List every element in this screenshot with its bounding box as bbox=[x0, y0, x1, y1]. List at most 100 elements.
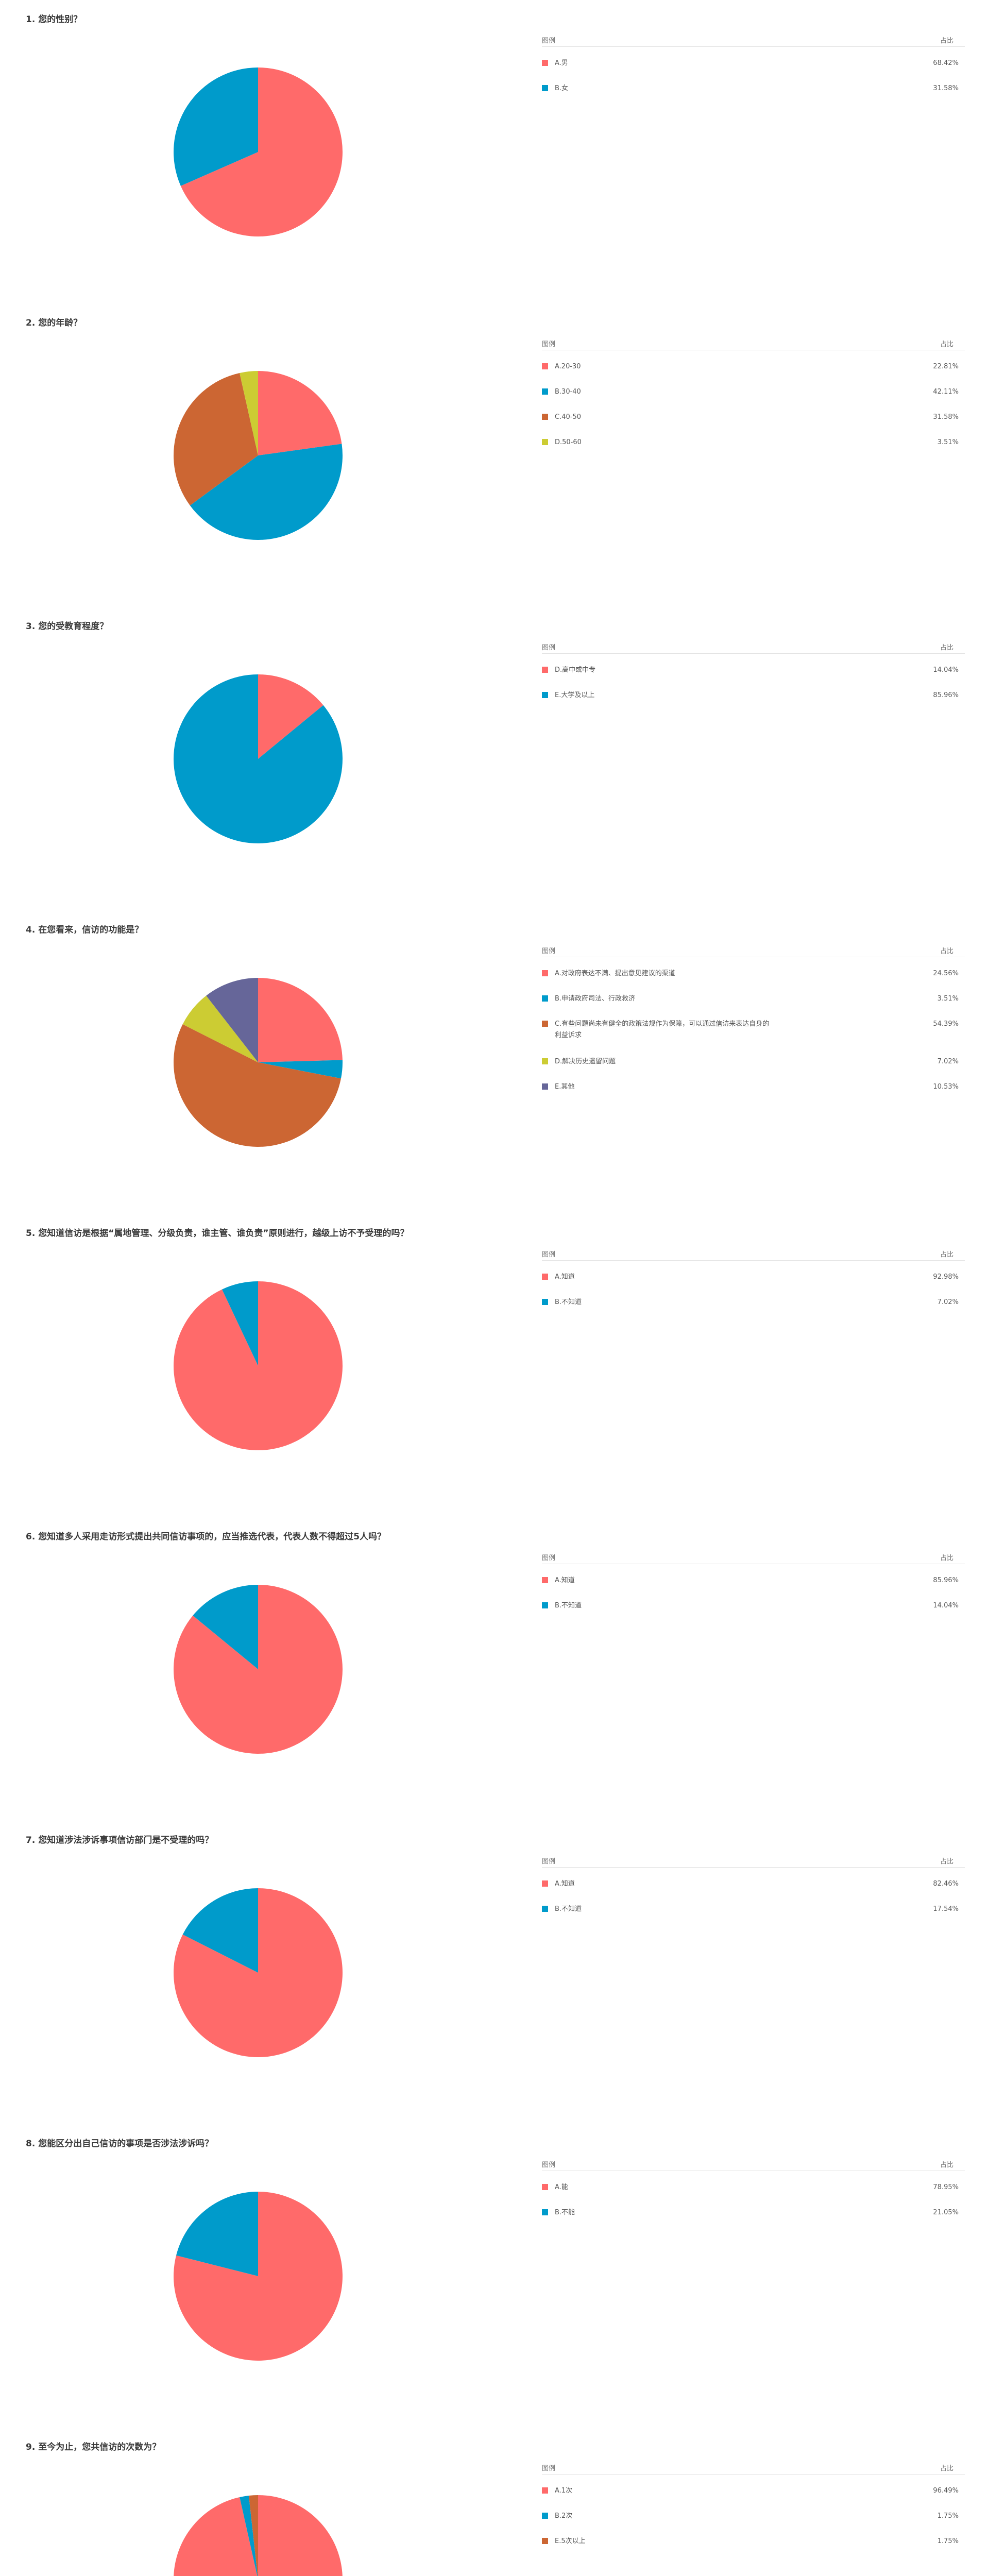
pie-chart bbox=[174, 2192, 343, 2361]
legend-percent: 14.04% bbox=[933, 1602, 959, 1609]
legend-header: 图例 占比 bbox=[542, 35, 965, 46]
legend-swatch-icon bbox=[542, 995, 548, 1002]
pie-slice bbox=[258, 674, 323, 759]
question-section-6: 6. 您知道多人采用走访形式提出共同信访事项的，应当推选代表，代表人数不得超过5… bbox=[0, 1517, 989, 1821]
legend-divider bbox=[542, 653, 965, 654]
legend-swatch-icon bbox=[542, 85, 548, 91]
legend-swatch-icon bbox=[542, 1274, 548, 1280]
question-section-4: 4. 在您看来，信访的功能是？ 图例 占比 A.对政府表达不满、提出意见建议的渠… bbox=[0, 910, 989, 1214]
question-section-2: 2. 您的年龄？ 图例 占比 A.20-30 22.81% B.30-40 42.11… bbox=[0, 303, 989, 607]
pie-slice bbox=[174, 674, 343, 843]
legend-header-percent: 占比 bbox=[940, 341, 953, 348]
legend-row: A.知道 85.96% bbox=[542, 1575, 965, 1600]
legend-row: D.解决历史遗留问题 7.02% bbox=[542, 1056, 965, 1081]
legend-rows: D.高中或中专 14.04% E.大学及以上 85.96% bbox=[542, 665, 965, 715]
legend-percent: 24.56% bbox=[933, 970, 959, 977]
legend-percent: 21.05% bbox=[933, 2209, 959, 2216]
legend-swatch-icon bbox=[542, 1299, 548, 1305]
pie-chart bbox=[174, 978, 343, 1147]
legend-table: 图例 占比 A.对政府表达不满、提出意见建议的渠道 24.56% B.申请政府司法、… bbox=[542, 945, 965, 1107]
pie-slice bbox=[249, 2495, 258, 2576]
question-title: 9. 至今为止，您共信访的次数为？ bbox=[26, 2442, 161, 2452]
legend-percent: 92.98% bbox=[933, 1273, 959, 1281]
legend-rows: A.20-30 22.81% B.30-40 42.11% C.40-50 31.58% D… bbox=[542, 361, 965, 462]
pie-slice bbox=[258, 978, 343, 1062]
legend-header-percent: 占比 bbox=[940, 2161, 953, 2169]
legend-swatch-icon bbox=[542, 1577, 548, 1583]
legend-percent: 31.58% bbox=[933, 84, 959, 92]
question-title: 2. 您的年龄？ bbox=[26, 318, 82, 328]
legend-header: 图例 占比 bbox=[542, 945, 965, 957]
legend-percent: 1.75% bbox=[937, 2537, 959, 2545]
legend-percent: 85.96% bbox=[933, 691, 959, 699]
legend-swatch-icon bbox=[542, 1058, 548, 1064]
legend-percent: 82.46% bbox=[933, 1880, 959, 1888]
legend-rows: A.1次 96.49% B.2次 1.75% E.5次以上 1.75% bbox=[542, 2485, 965, 2561]
question-section-1: 1. 您的性别？ 图例 占比 A.男 68.42% B.女 31.58% bbox=[0, 0, 989, 303]
question-title: 4. 在您看来，信访的功能是？ bbox=[26, 925, 144, 935]
legend-label: E.5次以上 bbox=[555, 2537, 586, 2545]
legend-percent: 96.49% bbox=[933, 2487, 959, 2495]
legend-swatch-icon bbox=[542, 2513, 548, 2519]
legend-header: 图例 占比 bbox=[542, 2159, 965, 2171]
legend-row: A.对政府表达不满、提出意见建议的渠道 24.56% bbox=[542, 968, 965, 993]
legend-percent: 1.75% bbox=[937, 2512, 959, 2520]
question-section-9: 9. 至今为止，您共信访的次数为？ 图例 占比 A.1次 96.49% B.2次 1.… bbox=[0, 2428, 989, 2576]
question-title: 1. 您的性别？ bbox=[26, 14, 82, 25]
legend-divider bbox=[542, 46, 965, 47]
legend-row: B.2次 1.75% bbox=[542, 2511, 965, 2536]
legend-header-label: 图例 bbox=[542, 1251, 556, 1259]
legend-label: A.男 bbox=[555, 59, 568, 67]
legend-swatch-icon bbox=[542, 1906, 548, 1912]
question-section-7: 7. 您知道涉法涉诉事项信访部门是不受理的吗？ 图例 占比 A.知道 82.46%… bbox=[0, 1821, 989, 2124]
legend-divider bbox=[542, 1260, 965, 1261]
pie-slice bbox=[240, 2495, 258, 2576]
legend-row: C.有些问题尚未有健全的政策法规作为保障，可以通过信访来表达自身的利益诉求 54.… bbox=[542, 1019, 965, 1056]
legend-row: E.5次以上 1.75% bbox=[542, 2536, 965, 2561]
pie-chart bbox=[174, 2495, 343, 2576]
legend-swatch-icon bbox=[542, 1083, 548, 1090]
legend-row: B.不知道 14.04% bbox=[542, 1600, 965, 1625]
legend-swatch-icon bbox=[542, 2209, 548, 2215]
legend-label: D.50-60 bbox=[555, 438, 582, 446]
legend-percent: 14.04% bbox=[933, 666, 959, 674]
legend-percent: 54.39% bbox=[933, 1020, 959, 1028]
question-section-5: 5. 您知道信访是根据“属地管理、分级负责，谁主管、谁负责”原则进行，越级上访不… bbox=[0, 1214, 989, 1517]
legend-label: D.解决历史遗留问题 bbox=[555, 1058, 616, 1065]
legend-header-label: 图例 bbox=[542, 947, 556, 955]
pie-slice bbox=[206, 978, 258, 1062]
legend-percent: 10.53% bbox=[933, 1083, 959, 1091]
legend-swatch-icon bbox=[542, 2487, 548, 2494]
legend-table: 图例 占比 A.1次 96.49% B.2次 1.75% E.5次以上 1.75% bbox=[542, 2463, 965, 2561]
legend-header: 图例 占比 bbox=[542, 338, 965, 350]
legend-label: A.20-30 bbox=[555, 363, 581, 370]
legend-row: D.50-60 3.51% bbox=[542, 437, 965, 462]
legend-label: C.有些问题尚未有健全的政策法规作为保障，可以通过信访来表达自身的利益诉求 bbox=[555, 1020, 770, 1039]
legend-row: C.40-50 31.58% bbox=[542, 412, 965, 437]
legend-percent: 7.02% bbox=[937, 1058, 959, 1065]
legend-label: B.不能 bbox=[555, 2209, 575, 2216]
legend-label: A.知道 bbox=[555, 1273, 575, 1281]
legend-swatch-icon bbox=[542, 1021, 548, 1027]
legend-percent: 68.42% bbox=[933, 59, 959, 67]
legend-row: A.知道 92.98% bbox=[542, 1272, 965, 1297]
pie-slice bbox=[258, 1060, 343, 1079]
legend-header-percent: 占比 bbox=[940, 1251, 953, 1259]
legend-swatch-icon bbox=[542, 970, 548, 976]
pie-slice bbox=[221, 1281, 258, 1366]
legend-swatch-icon bbox=[542, 388, 548, 395]
legend-label: B.不知道 bbox=[555, 1298, 582, 1306]
question-section-3: 3. 您的受教育程度？ 图例 占比 D.高中或中专 14.04% E.大学及以上 85… bbox=[0, 607, 989, 910]
legend-table: 图例 占比 A.知道 85.96% B.不知道 14.04% bbox=[542, 1552, 965, 1625]
legend-divider bbox=[542, 1867, 965, 1868]
legend-label: E.其他 bbox=[555, 1083, 575, 1091]
legend-swatch-icon bbox=[542, 2538, 548, 2544]
legend-percent: 17.54% bbox=[933, 1905, 959, 1913]
legend-swatch-icon bbox=[542, 1602, 548, 1608]
legend-header: 图例 占比 bbox=[542, 1249, 965, 1260]
legend-percent: 42.11% bbox=[933, 388, 959, 396]
legend-header: 图例 占比 bbox=[542, 1552, 965, 1564]
legend-percent: 22.81% bbox=[933, 363, 959, 370]
legend-header-percent: 占比 bbox=[940, 2465, 953, 2472]
pie-chart bbox=[174, 67, 343, 236]
